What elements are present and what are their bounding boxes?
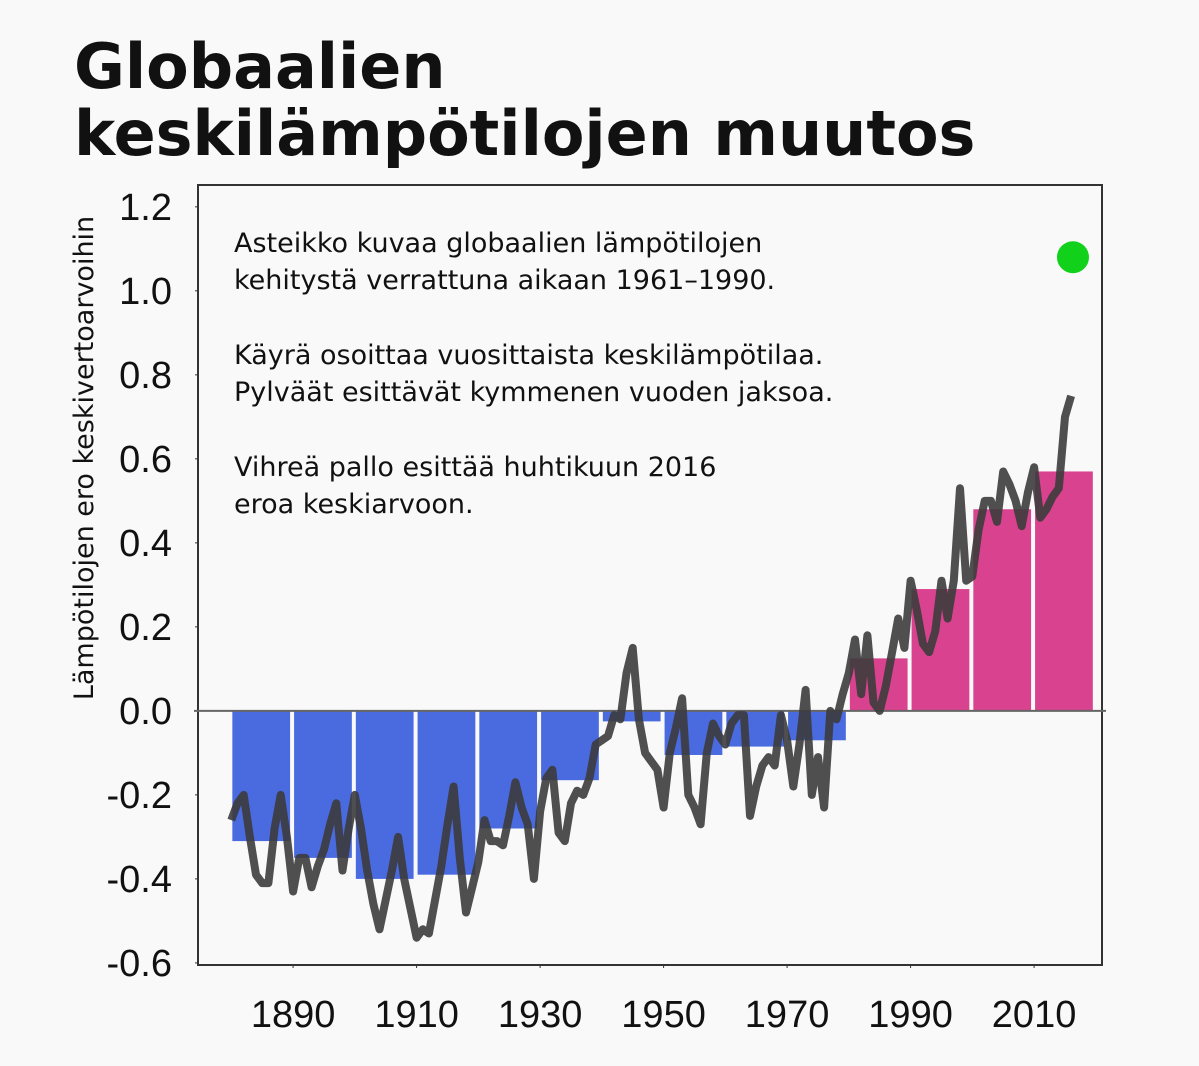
y-axis-label: Lämpötilojen ero keskivertoarvoihin	[69, 216, 100, 700]
y-tick-label: 0.0	[119, 691, 172, 733]
bar	[973, 509, 1032, 711]
x-tick-label: 1930	[498, 994, 583, 1036]
y-tick-label: 0.6	[119, 439, 172, 481]
chart-title: Globaalien	[74, 30, 446, 103]
annotation: Pylväät esittävät kymmenen vuoden jaksoa…	[234, 377, 833, 408]
april-2016-dot	[1056, 241, 1089, 274]
y-tick-label: 0.4	[119, 523, 172, 565]
x-tick-label: 1890	[251, 994, 336, 1036]
y-tick-label: -0.4	[107, 859, 172, 901]
y-tick-label: -0.6	[107, 943, 172, 985]
x-tick-label: 1950	[621, 994, 706, 1036]
bar	[602, 710, 661, 722]
y-tick-label: 0.2	[119, 607, 172, 649]
x-tick-label: 2010	[992, 994, 1077, 1036]
x-tick-label: 1910	[374, 994, 459, 1036]
annotation: Asteikko kuvaa globaalien lämpötilojen	[234, 228, 762, 259]
y-tick-label: 1.2	[119, 187, 172, 229]
y-tick-label: 1.0	[119, 271, 172, 313]
annotation: kehitystä verrattuna aikaan 1961–1990.	[234, 265, 775, 296]
x-tick-label: 1970	[745, 994, 830, 1036]
chart-title: keskilämpötilojen muutos	[74, 97, 975, 170]
temperature-line	[227, 394, 1075, 942]
y-tick-label: 0.8	[119, 355, 172, 397]
annotation: Käyrä osoittaa vuosittaista keskilämpöti…	[234, 340, 823, 371]
x-tick-label: 1990	[868, 994, 953, 1036]
y-tick-label: -0.2	[107, 775, 172, 817]
annotation: Vihreä pallo esittää huhtikuun 2016	[234, 452, 716, 483]
annotation: eroa keskiarvoon.	[234, 489, 474, 520]
